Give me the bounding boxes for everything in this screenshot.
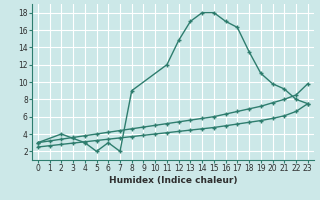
X-axis label: Humidex (Indice chaleur): Humidex (Indice chaleur) <box>108 176 237 185</box>
